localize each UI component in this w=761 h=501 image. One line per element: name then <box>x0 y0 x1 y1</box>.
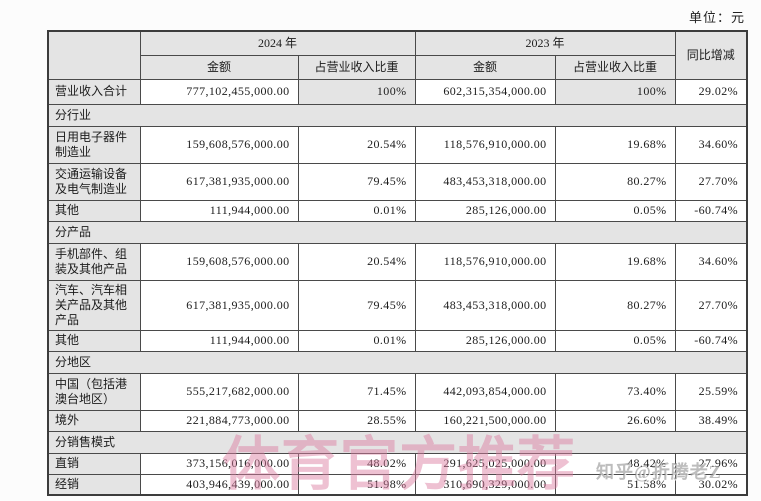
amount-2023: 442,093,854,000.00 <box>414 372 556 411</box>
amount-2023: 118,576,910,000.00 <box>414 125 556 164</box>
table-row: 直销 373,156,016,000.00 48.02% 291,625,025,00… <box>47 452 748 475</box>
share-2023: 26.60% <box>554 409 676 432</box>
amount-2023: 483,453,318,000.00 <box>414 162 556 201</box>
row-label: 营业收入合计 <box>47 78 141 105</box>
yoy-change: 34.60% <box>674 125 748 164</box>
amount-2024: 373,156,016,000.00 <box>139 452 299 475</box>
share-2024: 28.55% <box>297 409 416 432</box>
table-row: 交通运输设备及电气制造业 617,381,935,000.00 79.45% 483,… <box>47 162 748 201</box>
row-label: 其他 <box>47 199 141 222</box>
yoy-change: 27.70% <box>674 279 748 331</box>
revenue-breakdown-table: 2024 年 2023 年 同比增减 金额 占营业收入比重 金额 占营业收入比重… <box>47 30 749 496</box>
amount-2024: 159,608,576,000.00 <box>139 125 299 164</box>
share-2024: 48.02% <box>297 452 416 475</box>
table-header: 2024 年 2023 年 同比增减 金额 占营业收入比重 金额 占营业收入比重 <box>47 30 748 80</box>
section-row: 分产品 <box>47 220 748 244</box>
yoy-change: 27.96% <box>674 452 748 475</box>
header-year-2023: 2023 年 <box>414 30 676 56</box>
share-2023: 48.42% <box>554 452 676 475</box>
section-label: 分地区 <box>47 350 748 374</box>
amount-2024: 555,217,682,000.00 <box>139 372 299 411</box>
yoy-change: 29.02% <box>674 78 748 105</box>
amount-2024: 617,381,935,000.00 <box>139 279 299 331</box>
share-2024: 20.54% <box>297 242 416 281</box>
header-amount-2023: 金额 <box>414 54 556 80</box>
header-year-2024: 2024 年 <box>139 30 416 56</box>
header-yoy: 同比增减 <box>674 30 748 80</box>
share-2023: 100% <box>554 78 676 105</box>
share-2023: 19.68% <box>554 125 676 164</box>
share-2024: 20.54% <box>297 125 416 164</box>
share-2024: 100% <box>297 78 416 105</box>
amount-2024: 221,884,773,000.00 <box>139 409 299 432</box>
row-label: 手机部件、组装及其他产品 <box>47 242 141 281</box>
amount-2023: 483,453,318,000.00 <box>414 279 556 331</box>
amount-2023: 118,576,910,000.00 <box>414 242 556 281</box>
share-2023: 80.27% <box>554 162 676 201</box>
amount-2023: 602,315,354,000.00 <box>414 78 556 105</box>
yoy-change: 25.59% <box>674 372 748 411</box>
section-label: 分产品 <box>47 220 748 244</box>
table-row: 经销 403,946,439,000.00 51.98% 310,690,329,00… <box>47 473 748 496</box>
row-label: 日用电子器件制造业 <box>47 125 141 164</box>
table-row: 营业收入合计 777,102,455,000.00 100% 602,315,354,… <box>47 78 748 105</box>
table-row: 其他 111,944,000.00 0.01% 285,126,000.00 0.05%… <box>47 329 748 352</box>
amount-2024: 111,944,000.00 <box>139 329 299 352</box>
table-body: 营业收入合计 777,102,455,000.00 100% 602,315,354,… <box>47 78 748 496</box>
section-label: 分行业 <box>47 103 748 127</box>
header-amount-2024: 金额 <box>139 54 299 80</box>
share-2024: 71.45% <box>297 372 416 411</box>
header-corner-cell <box>47 30 141 80</box>
table-row: 其他 111,944,000.00 0.01% 285,126,000.00 0.05%… <box>47 199 748 222</box>
unit-label: 单位：元 <box>688 10 745 25</box>
yoy-change: 38.49% <box>674 409 748 432</box>
amount-2023: 285,126,000.00 <box>414 199 556 222</box>
header-share-2023: 占营业收入比重 <box>554 54 676 80</box>
section-row: 分销售模式 <box>47 430 748 454</box>
table-row: 日用电子器件制造业 159,608,576,000.00 20.54% 118,576… <box>47 125 748 164</box>
amount-2023: 291,625,025,000.00 <box>414 452 556 475</box>
yoy-change: -60.74% <box>674 199 748 222</box>
amount-2023: 160,221,500,000.00 <box>414 409 556 432</box>
row-label: 中国（包括港澳台地区） <box>47 372 141 411</box>
share-2023: 19.68% <box>554 242 676 281</box>
amount-2024: 159,608,576,000.00 <box>139 242 299 281</box>
amount-2023: 285,126,000.00 <box>414 329 556 352</box>
share-2024: 0.01% <box>297 329 416 352</box>
table-row: 中国（包括港澳台地区） 555,217,682,000.00 71.45% 442,0… <box>47 372 748 411</box>
section-label: 分销售模式 <box>47 430 748 454</box>
share-2024: 79.45% <box>297 279 416 331</box>
yoy-change: -60.74% <box>674 329 748 352</box>
share-2023: 0.05% <box>554 329 676 352</box>
yoy-change: 27.70% <box>674 162 748 201</box>
share-2023: 0.05% <box>554 199 676 222</box>
amount-2024: 403,946,439,000.00 <box>139 473 299 496</box>
amount-2024: 777,102,455,000.00 <box>139 78 299 105</box>
row-label: 交通运输设备及电气制造业 <box>47 162 141 201</box>
row-label: 直销 <box>47 452 141 475</box>
header-share-2024: 占营业收入比重 <box>297 54 416 80</box>
share-2023: 80.27% <box>554 279 676 331</box>
table-row: 境外 221,884,773,000.00 28.55% 160,221,500,00… <box>47 409 748 432</box>
row-label: 其他 <box>47 329 141 352</box>
amount-2024: 617,381,935,000.00 <box>139 162 299 201</box>
share-2023: 51.58% <box>554 473 676 496</box>
yoy-change: 30.02% <box>674 473 748 496</box>
amount-2024: 111,944,000.00 <box>139 199 299 222</box>
section-row: 分行业 <box>47 103 748 127</box>
table-row: 汽车、汽车相关产品及其他产品 617,381,935,000.00 79.45% 48… <box>47 279 748 331</box>
row-label: 经销 <box>47 473 141 496</box>
amount-2023: 310,690,329,000.00 <box>414 473 556 496</box>
share-2023: 73.40% <box>554 372 676 411</box>
table-row: 手机部件、组装及其他产品 159,608,576,000.00 20.54% 118,… <box>47 242 748 281</box>
row-label: 境外 <box>47 409 141 432</box>
share-2024: 51.98% <box>297 473 416 496</box>
share-2024: 0.01% <box>297 199 416 222</box>
section-row: 分地区 <box>47 350 748 374</box>
share-2024: 79.45% <box>297 162 416 201</box>
row-label: 汽车、汽车相关产品及其他产品 <box>47 279 141 331</box>
yoy-change: 34.60% <box>674 242 748 281</box>
